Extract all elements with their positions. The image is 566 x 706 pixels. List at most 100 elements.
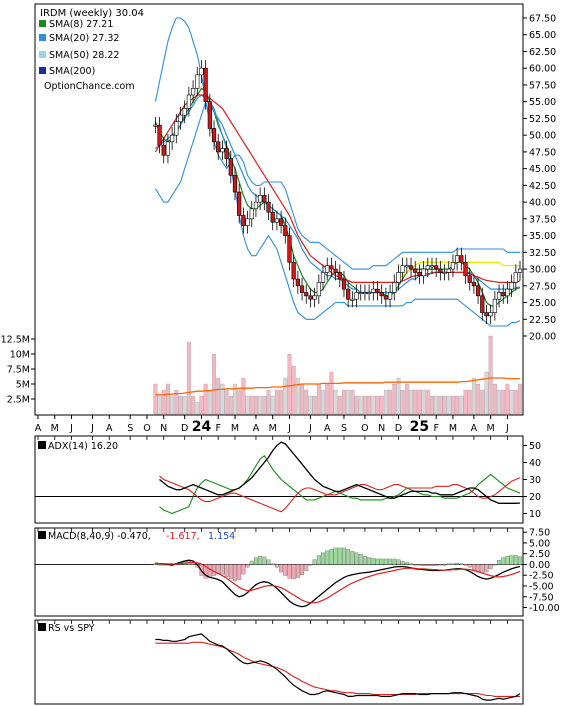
macd-histogram-bar <box>492 564 497 566</box>
volume-bar <box>182 395 187 415</box>
volume-bar <box>404 383 409 415</box>
price-tick-label: 52.50 <box>529 114 556 125</box>
volume-bar <box>455 395 460 415</box>
legend-swatch-sma50 <box>39 51 46 58</box>
volume-bar <box>241 377 246 415</box>
watermark: OptionChance.com <box>44 81 135 92</box>
macd-histogram-bar <box>459 563 464 565</box>
price-tick-label: 25.00 <box>529 298 556 309</box>
volume-bar <box>262 395 267 415</box>
x-tick-label: A <box>35 423 42 434</box>
candle-body <box>207 101 212 129</box>
volume-bar <box>367 395 372 415</box>
macd-histogram-bar <box>471 564 476 571</box>
x-tick-label: 25 <box>410 419 429 435</box>
candle-body <box>438 268 443 273</box>
macd-histogram-bar <box>434 564 439 566</box>
macd-histogram-bar <box>509 555 514 565</box>
volume-bar <box>212 353 216 415</box>
volume-bar <box>446 395 451 415</box>
volume-bar <box>480 389 485 415</box>
macd-histogram-bar <box>224 564 229 578</box>
macd-histogram-bar <box>480 564 485 573</box>
price-tick-label: 27.50 <box>529 281 556 292</box>
macd-histogram-bar <box>388 558 393 565</box>
volume-bar <box>249 395 254 415</box>
macd-histogram-bar <box>442 564 447 566</box>
candle-body <box>404 265 409 268</box>
macd-histogram-bar <box>312 559 317 565</box>
macd-histogram-bar <box>245 564 250 568</box>
macd-histogram-bar <box>396 559 401 565</box>
candle-body <box>199 67 204 76</box>
volume-bar <box>463 389 468 415</box>
x-tick-label: M <box>487 423 495 434</box>
volume-bar <box>174 389 179 415</box>
volume-bar <box>258 395 263 415</box>
volume-bar <box>509 389 514 415</box>
macd-histogram-bar <box>333 547 338 565</box>
macd-panel <box>34 527 524 617</box>
volume-bar <box>325 383 330 415</box>
volume-bar <box>388 389 393 415</box>
macd-histogram-bar <box>308 564 313 566</box>
x-tick-label: O <box>143 423 150 434</box>
volume-bar <box>337 395 342 415</box>
volume-bar <box>274 389 279 415</box>
volume-bar <box>216 377 221 415</box>
x-tick-label: N <box>160 423 167 434</box>
macd-histogram-bar <box>505 556 510 565</box>
volume-bar <box>501 389 506 415</box>
macd-histogram-bar <box>392 558 397 565</box>
adx-label: ADX(14) 16.20 <box>38 441 118 452</box>
volume-bar <box>379 395 384 415</box>
macd-histogram-bar <box>233 564 237 582</box>
macd-histogram-bar <box>421 564 426 566</box>
macd-signal-value: 1.154 <box>208 531 235 542</box>
x-tick-label: F <box>433 423 438 434</box>
rs-panel <box>34 619 524 705</box>
volume-bar <box>224 389 229 415</box>
candle-body <box>434 265 439 270</box>
macd-histogram-bar <box>467 564 472 568</box>
x-tick-label: S <box>127 423 133 434</box>
price-panel <box>34 3 524 416</box>
macd-histogram-bar <box>501 557 506 565</box>
volume-bar <box>203 383 208 415</box>
macd-histogram-bar <box>409 563 413 565</box>
volume-bar <box>161 389 166 415</box>
volume-bar <box>253 395 258 415</box>
volume-bar <box>178 395 183 415</box>
legend-sma200: SMA(200) <box>49 66 95 77</box>
macd-histogram-bar <box>346 549 351 565</box>
candle-body <box>455 255 460 263</box>
macd-histogram-bar <box>287 564 292 579</box>
volume-tick-label: 12.5M <box>1 335 30 346</box>
macd-histogram-bar <box>207 564 212 578</box>
macd-histogram-bar <box>325 550 330 565</box>
macd-histogram-bar <box>438 564 443 566</box>
candle-body <box>341 278 347 290</box>
candle-body <box>488 312 493 317</box>
volume-bar <box>383 389 388 415</box>
macd-histogram-bar <box>450 563 455 565</box>
volume-bar <box>434 395 439 415</box>
x-tick-label: J <box>69 423 73 434</box>
volume-bar <box>312 395 317 415</box>
volume-bar <box>484 371 489 415</box>
x-tick-label: J <box>287 423 291 434</box>
volume-tick-label: 2.5M <box>7 395 30 406</box>
macd-histogram-bar <box>518 556 522 565</box>
candle-body <box>371 288 376 293</box>
x-tick-label: A <box>253 423 260 434</box>
candle-body <box>383 295 388 300</box>
price-tick-label: 57.50 <box>529 80 556 91</box>
rs-line <box>155 633 521 701</box>
x-tick-label: D <box>181 423 188 434</box>
volume-bar <box>237 389 242 415</box>
volume-bar <box>476 383 481 415</box>
candle-body <box>266 201 271 213</box>
macd-histogram-bar <box>358 553 363 565</box>
candle-body <box>245 218 250 226</box>
